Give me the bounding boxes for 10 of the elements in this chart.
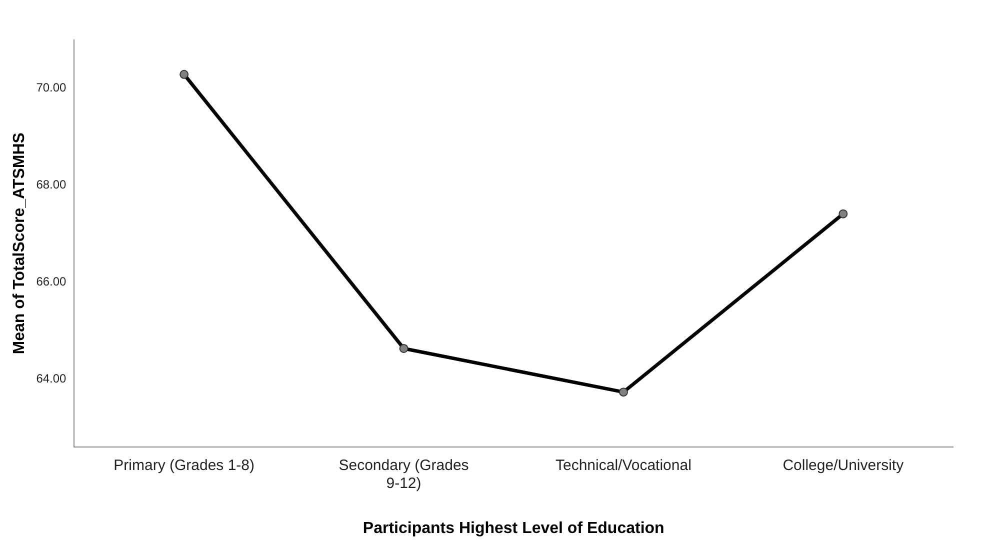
y-tick-label: 64.00 <box>36 371 67 386</box>
x-tick-label: Primary (Grades 1-8) <box>114 456 255 474</box>
y-tick-label: 68.00 <box>36 178 67 192</box>
x-tick-label: College/University <box>782 456 904 474</box>
y-tick-label: 70.00 <box>36 80 67 95</box>
x-axis-title: Participants Highest Level of Education <box>362 520 664 537</box>
x-tick-label: Secondary (Grades 9-12) <box>338 456 469 492</box>
y-axis-title: Mean of TotalScore_ATSMHS <box>11 132 28 354</box>
x-tick-label: Technical/Vocational <box>555 456 692 474</box>
y-tick-label: 66.00 <box>36 274 67 288</box>
